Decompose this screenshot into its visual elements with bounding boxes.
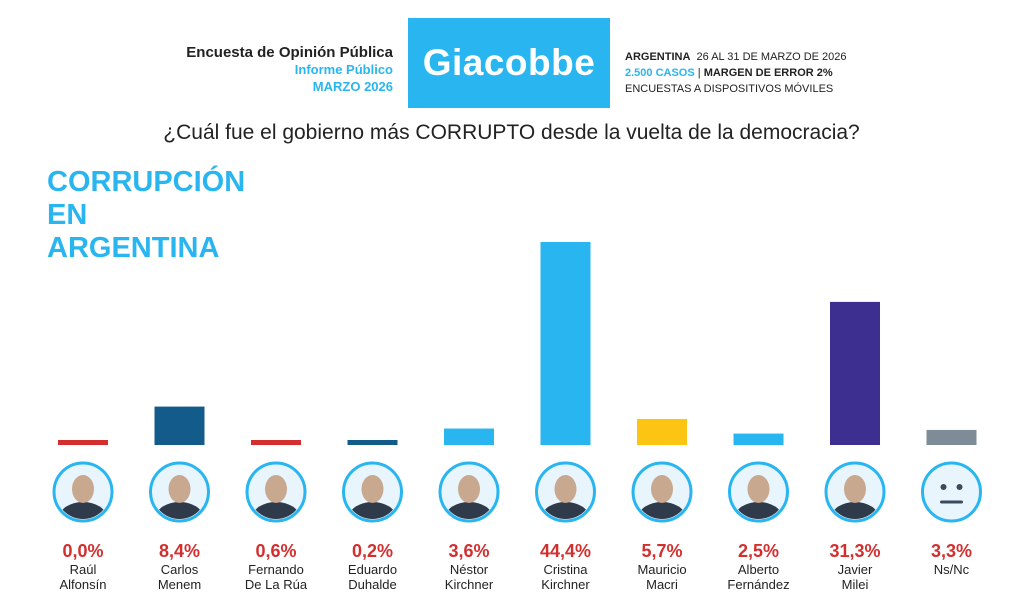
neutral-face-icon [923,463,981,521]
bar-4 [444,429,494,445]
bar-6 [637,419,687,445]
category-label-2-0: Fernando [248,562,304,577]
value-label-5: 44,4% [540,541,591,561]
avatar-5 [537,463,595,534]
category-label-3-1: Duhalde [348,577,396,592]
avatar-7 [730,463,788,534]
value-label-9: 3,3% [931,541,972,561]
category-label-7-1: Fernández [727,577,789,592]
value-label-2: 0,6% [255,541,296,561]
avatar-0 [54,463,112,534]
category-label-1-1: Menem [158,577,201,592]
avatar-6 [633,463,691,534]
bar-7 [734,434,784,445]
avatar-2 [247,463,305,534]
value-label-3: 0,2% [352,541,393,561]
category-label-3-0: Eduardo [348,562,397,577]
value-label-4: 3,6% [448,541,489,561]
bar-3 [348,440,398,445]
bar-9 [927,430,977,445]
category-label-0-1: Alfonsín [60,577,107,592]
bar-8 [830,302,880,445]
category-label-6-1: Macri [646,577,678,592]
avatar-8 [826,463,884,534]
value-label-6: 5,7% [641,541,682,561]
avatar-4 [440,463,498,534]
category-label-5-0: Cristina [543,562,588,577]
bar-5 [541,242,591,445]
category-label-4-1: Kirchner [445,577,494,592]
bar-1 [155,407,205,445]
category-label-6-0: Mauricio [637,562,686,577]
category-label-2-1: De La Rúa [245,577,308,592]
value-label-7: 2,5% [738,541,779,561]
value-label-1: 8,4% [159,541,200,561]
category-label-7-0: Alberto [738,562,779,577]
category-label-1-0: Carlos [161,562,199,577]
value-label-8: 31,3% [829,541,880,561]
bar-0 [58,440,108,445]
avatar-3 [344,463,402,534]
value-label-0: 0,0% [62,541,103,561]
category-label-5-1: Kirchner [541,577,590,592]
category-label-0-0: Raúl [70,562,97,577]
category-label-4-0: Néstor [450,562,489,577]
category-label-8-1: Milei [842,577,869,592]
bar-2 [251,440,301,445]
category-label-9-0: Ns/Nc [934,562,970,577]
bar-chart: 0,0%RaúlAlfonsín 8,4%CarlosMenem 0,6%Ferna… [0,0,1023,612]
avatar-1 [151,463,209,534]
category-label-8-0: Javier [838,562,873,577]
